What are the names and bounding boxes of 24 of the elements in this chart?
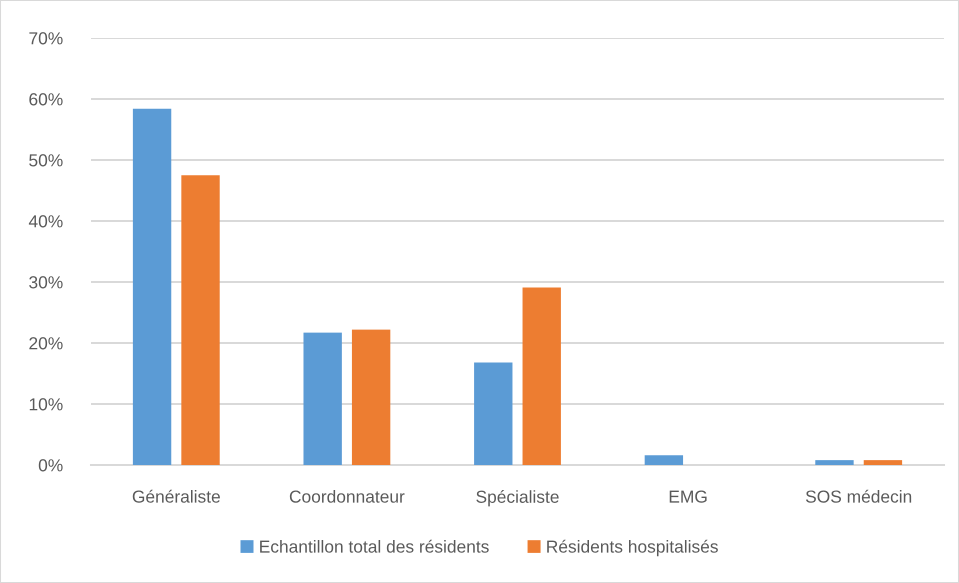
y-tick-label: 40%	[28, 215, 63, 228]
x-tick-label: Spécialiste	[476, 490, 559, 506]
x-tick-label: Coordonnateur	[290, 490, 405, 503]
legend-label: Echantillon total des résidents	[260, 540, 489, 553]
bar	[352, 330, 390, 465]
x-tick-label: SOS médecin	[806, 490, 912, 503]
y-tick-label: 30%	[29, 276, 63, 288]
y-tick-label: 70%	[29, 32, 63, 44]
y-tick-label: 60%	[29, 93, 63, 106]
bar	[815, 460, 854, 465]
bar	[181, 175, 220, 465]
bar	[303, 332, 342, 465]
y-tick-label: 10%	[30, 398, 63, 410]
bar	[132, 108, 172, 465]
legend-label: Résidents hospitalisés	[547, 540, 718, 556]
y-tick-label: 20%	[29, 337, 63, 350]
x-tick-label: Généraliste	[132, 490, 220, 503]
y-tick-label: 0%	[38, 459, 63, 472]
x-tick-label: EMG	[670, 490, 707, 503]
y-tick-label: 50%	[29, 154, 63, 166]
bar	[474, 362, 512, 465]
bar	[522, 287, 561, 465]
bar	[864, 460, 902, 465]
bar	[644, 455, 684, 465]
